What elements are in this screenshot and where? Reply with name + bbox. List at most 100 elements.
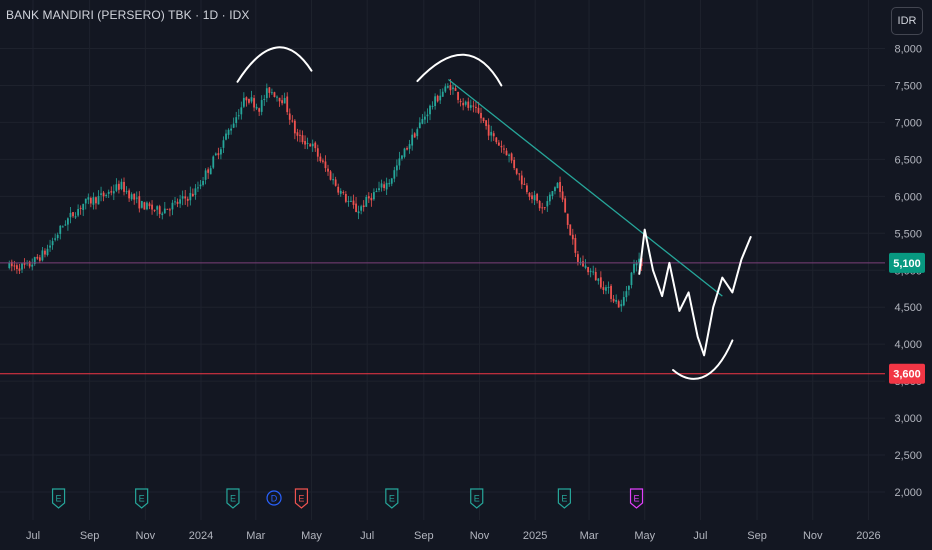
event-marker-earnings-red: E: [294, 488, 309, 509]
candle-body: [100, 193, 102, 195]
candle-body: [482, 117, 485, 122]
candle-body: [140, 201, 143, 208]
candle-body: [248, 98, 250, 103]
event-letter: E: [298, 494, 304, 504]
candle-body: [365, 196, 368, 207]
candle-body: [322, 160, 324, 162]
candle-body: [531, 195, 533, 200]
currency-button[interactable]: IDR: [891, 7, 923, 35]
candle-body: [133, 193, 136, 200]
candle-body: [271, 92, 273, 94]
candle-body: [380, 183, 383, 188]
sketch-arc: [416, 53, 503, 87]
candle-body: [240, 107, 243, 115]
earnings-marker: [385, 488, 399, 509]
candle-body: [388, 183, 391, 185]
candle-body: [418, 122, 421, 129]
candle-body: [13, 265, 16, 267]
candle-body: [16, 265, 18, 270]
candle-body: [67, 218, 69, 225]
x-tick-label: 2025: [523, 530, 547, 542]
time-axis[interactable]: Jul Sep Nov 2024 Mar May Jul Sep Nov 2025 Mar May Ju…: [26, 530, 881, 542]
candle-body: [273, 92, 276, 97]
candle-body: [61, 226, 64, 228]
candle-body: [355, 203, 357, 212]
candle-body: [485, 120, 488, 126]
candle-body: [401, 155, 403, 159]
candle-body: [199, 184, 202, 187]
candle-body: [543, 207, 546, 209]
candle-body: [362, 205, 365, 208]
candle-body: [158, 206, 161, 215]
candle-body: [367, 196, 370, 199]
candle-body: [393, 170, 396, 179]
candle-body: [625, 291, 628, 298]
candle-body: [436, 95, 439, 102]
candle-body: [230, 128, 233, 131]
x-tick-label: Sep: [747, 530, 767, 542]
candle-body: [571, 234, 574, 240]
candle-body: [18, 268, 21, 271]
candle-body: [541, 207, 544, 209]
candle-body: [217, 153, 220, 156]
candle-body: [59, 225, 62, 234]
candle-body: [268, 87, 271, 93]
y-tick-label: 8,000: [894, 44, 922, 56]
candle-body: [283, 97, 286, 104]
candle-body: [413, 133, 416, 138]
support-price-badge: [889, 363, 925, 384]
candle-body: [77, 208, 80, 216]
candle-body: [44, 250, 46, 255]
candle-body: [344, 193, 347, 202]
candle-body: [288, 113, 291, 120]
candle-body: [385, 182, 388, 190]
x-tick-label: Sep: [80, 530, 100, 542]
candle-body: [102, 192, 105, 197]
candle-body: [513, 159, 516, 169]
candle-body: [38, 257, 41, 261]
candle-body: [370, 197, 373, 201]
candle-body: [446, 86, 449, 88]
price-axis[interactable]: 2,0002,5003,0003,5004,0004,5005,0005,500…: [894, 44, 922, 500]
candle-body: [622, 297, 625, 306]
candle-body: [8, 262, 11, 269]
support-price-badge-label: 3,600: [893, 369, 921, 381]
candle-body: [202, 180, 204, 185]
candle-body: [582, 261, 584, 267]
candle-body: [408, 144, 411, 149]
current-price-badge-label: 5,100: [893, 258, 921, 270]
candle-body: [105, 195, 108, 197]
candle-body: [615, 300, 618, 302]
candle-body: [337, 186, 340, 193]
candle-body: [314, 142, 317, 149]
candle-body: [452, 87, 454, 90]
candle-body: [612, 298, 615, 302]
candle-body: [21, 263, 23, 270]
candle-body: [515, 168, 518, 174]
candle-body: [327, 168, 329, 172]
candle-body: [350, 200, 352, 202]
candle-body: [497, 142, 500, 146]
candle-body: [434, 96, 437, 107]
candle-body: [633, 264, 635, 273]
candle-body: [64, 224, 67, 226]
candle-body: [395, 165, 398, 171]
candle-body: [31, 264, 34, 267]
candle-body: [526, 185, 528, 193]
candle-body: [232, 123, 235, 128]
candle-body: [306, 142, 309, 144]
y-tick-label: 6,500: [894, 154, 922, 166]
x-tick-label: Sep: [414, 530, 434, 542]
event-letter: E: [389, 494, 395, 504]
candle-body: [431, 105, 434, 107]
candle-body: [212, 156, 215, 168]
candle-body: [505, 150, 508, 156]
candle-body: [171, 202, 174, 210]
candle-body: [390, 178, 393, 184]
x-tick-label: Jul: [26, 530, 40, 542]
candle-body: [518, 173, 521, 175]
candle-body: [189, 192, 192, 201]
candle-body: [360, 206, 363, 211]
candle-body: [630, 272, 633, 286]
